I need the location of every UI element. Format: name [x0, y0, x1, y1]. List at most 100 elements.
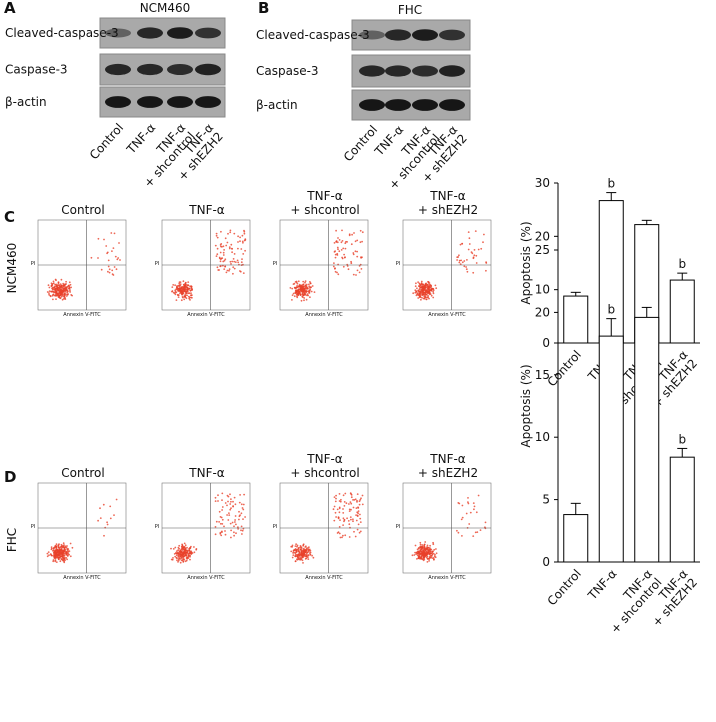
flow-dot [485, 269, 487, 272]
flow-dot [426, 284, 428, 286]
flow-dot [58, 286, 61, 289]
flow-dot [113, 514, 115, 516]
flow-dot [61, 293, 64, 296]
flow-dot [417, 294, 420, 297]
flow-dot [308, 285, 311, 288]
flow-dot [233, 260, 236, 263]
flow-dot [229, 229, 232, 232]
flow-dot [239, 270, 242, 273]
flow-dot [309, 551, 312, 554]
flow-dot [233, 534, 236, 537]
flow-dot [472, 502, 475, 504]
flow-dot [240, 248, 243, 250]
flow-dot [361, 231, 364, 234]
flow-dot [179, 549, 182, 552]
flow-dot [333, 505, 336, 508]
flow-dot [429, 556, 431, 558]
y-tick-label: 10 [535, 283, 550, 297]
flow-dot [109, 517, 112, 520]
flow-dot [57, 281, 60, 284]
flow-dot [426, 546, 429, 549]
flow-dot [475, 511, 478, 514]
flow-dot [64, 546, 67, 549]
flow-dot [357, 523, 360, 526]
flow-dot [431, 551, 434, 554]
flow-dot [174, 555, 177, 558]
flow-dot [241, 533, 243, 535]
lane-label-line: Control [341, 123, 380, 165]
flow-dot [183, 549, 186, 551]
flow-dot [338, 493, 341, 495]
flow-dot [59, 560, 62, 563]
flow-dot [335, 240, 338, 243]
flow-dot [308, 283, 310, 286]
band-label: Caspase-3 [256, 64, 319, 78]
flow-dot [335, 494, 337, 497]
flow-dot [220, 265, 222, 267]
flow-dot [223, 268, 226, 270]
flow-dot [340, 498, 342, 501]
flow-dot [295, 289, 298, 292]
flow-dot [230, 536, 232, 539]
flow-dot [48, 554, 50, 556]
flow-dot [419, 295, 422, 297]
flow-dot [227, 519, 230, 521]
flow-dot [242, 518, 244, 520]
flow-dot [291, 545, 294, 548]
flow-dot [310, 290, 313, 293]
flow-dot [352, 273, 355, 276]
flow-dot [59, 283, 62, 286]
x-tick-label-line: Control [545, 348, 584, 390]
flow-dot [57, 294, 60, 297]
flow-dot [184, 547, 187, 550]
flow-dot [241, 240, 244, 243]
flow-dot [296, 296, 299, 299]
flow-dot [191, 296, 193, 299]
flow-dot [172, 291, 175, 294]
flow-dot [228, 247, 231, 250]
row-label: NCM460 [5, 243, 19, 294]
flow-dot [301, 287, 304, 290]
flow-dot [177, 294, 179, 297]
flow-dot [224, 533, 227, 536]
flow-dot [420, 557, 423, 560]
flow-dot [417, 291, 420, 293]
flow-dot [112, 274, 115, 276]
flow-dot [305, 549, 307, 551]
flow-dot [241, 529, 244, 532]
flow-dot [359, 241, 362, 244]
flow-dot [332, 508, 335, 511]
flow-title: + shcontrol [290, 203, 359, 217]
flow-dot [110, 232, 113, 234]
flow-dot [67, 287, 70, 290]
flow-dot [170, 547, 172, 550]
flow-dot [459, 243, 462, 246]
y-tick-label: 20 [535, 229, 550, 243]
flow-x-label: Annexin V-FITC [63, 312, 101, 318]
flow-dot [419, 546, 422, 549]
flow-dot [295, 543, 297, 546]
flow-dot [300, 284, 303, 287]
flow-dot [229, 260, 232, 263]
band [137, 96, 163, 108]
flow-dot [423, 547, 426, 550]
flow-dot [220, 516, 223, 519]
flow-dot [179, 558, 182, 560]
flow-dot [103, 238, 105, 241]
flow-y-label: PI [273, 524, 278, 530]
flow-dot [179, 561, 182, 564]
flow-dot [293, 286, 296, 289]
flow-dot [232, 258, 235, 260]
flow-dot [300, 299, 303, 302]
flow-dot [52, 291, 55, 294]
flow-dot [217, 500, 219, 502]
bar [563, 514, 589, 563]
flow-dot [343, 519, 346, 521]
flow-dot [68, 281, 71, 284]
flow-dot [117, 257, 120, 259]
flow-dot [71, 546, 74, 549]
flow-dot [66, 291, 69, 294]
flow-dot [296, 285, 298, 287]
flow-dot [343, 256, 346, 259]
flow-dot [222, 251, 225, 254]
